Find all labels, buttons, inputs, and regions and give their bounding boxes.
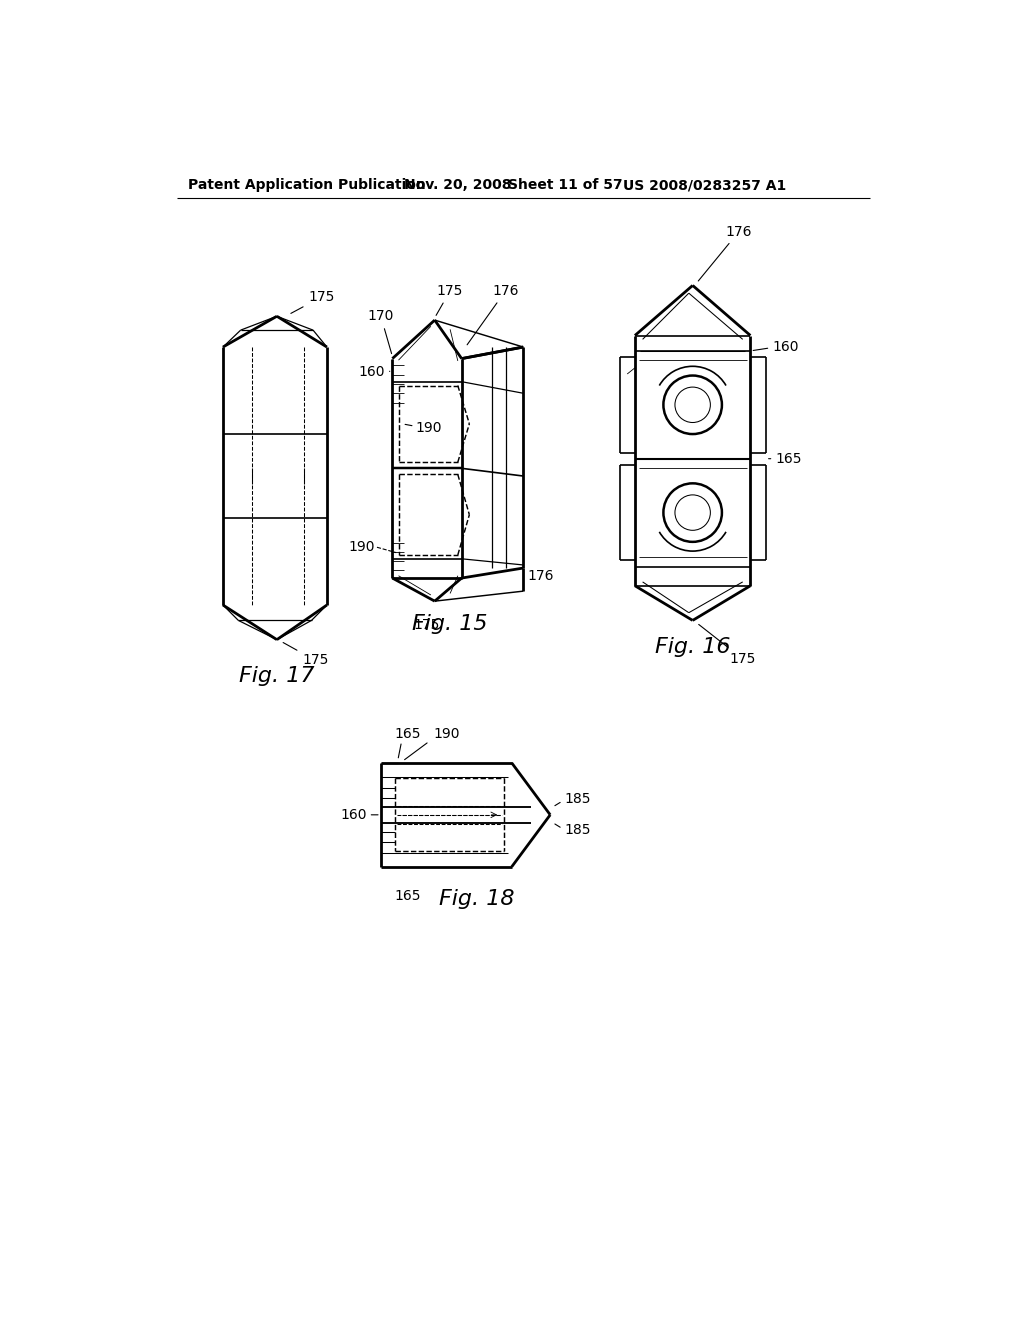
Text: 175: 175 [698, 624, 756, 665]
Text: 190: 190 [349, 540, 376, 554]
Text: Sheet 11 of 57: Sheet 11 of 57 [508, 178, 623, 193]
Text: 185: 185 [564, 792, 591, 807]
Text: 175: 175 [283, 643, 329, 668]
Text: 190: 190 [433, 726, 460, 741]
Text: 185: 185 [564, 824, 591, 837]
Text: 160: 160 [358, 366, 385, 379]
Text: 165: 165 [394, 726, 421, 741]
Text: Nov. 20, 2008: Nov. 20, 2008 [403, 178, 511, 193]
Text: Fig. 17: Fig. 17 [240, 665, 314, 686]
Text: 160: 160 [772, 341, 799, 354]
Text: Fig. 18: Fig. 18 [439, 890, 515, 909]
Text: Patent Application Publication: Patent Application Publication [188, 178, 426, 193]
Text: 176: 176 [527, 569, 554, 582]
Text: 176: 176 [467, 284, 519, 345]
Text: 170: 170 [368, 309, 394, 354]
Text: 190: 190 [416, 421, 442, 434]
Text: Fig. 16: Fig. 16 [655, 638, 730, 657]
Text: 175: 175 [414, 618, 440, 632]
Text: US 2008/0283257 A1: US 2008/0283257 A1 [624, 178, 786, 193]
Text: Fig. 15: Fig. 15 [413, 614, 487, 634]
Text: 160: 160 [340, 808, 367, 822]
Text: 165: 165 [775, 451, 802, 466]
Text: 175: 175 [291, 290, 335, 313]
Text: 176: 176 [698, 224, 752, 281]
Text: 165: 165 [394, 890, 421, 903]
Text: 175: 175 [436, 284, 463, 315]
